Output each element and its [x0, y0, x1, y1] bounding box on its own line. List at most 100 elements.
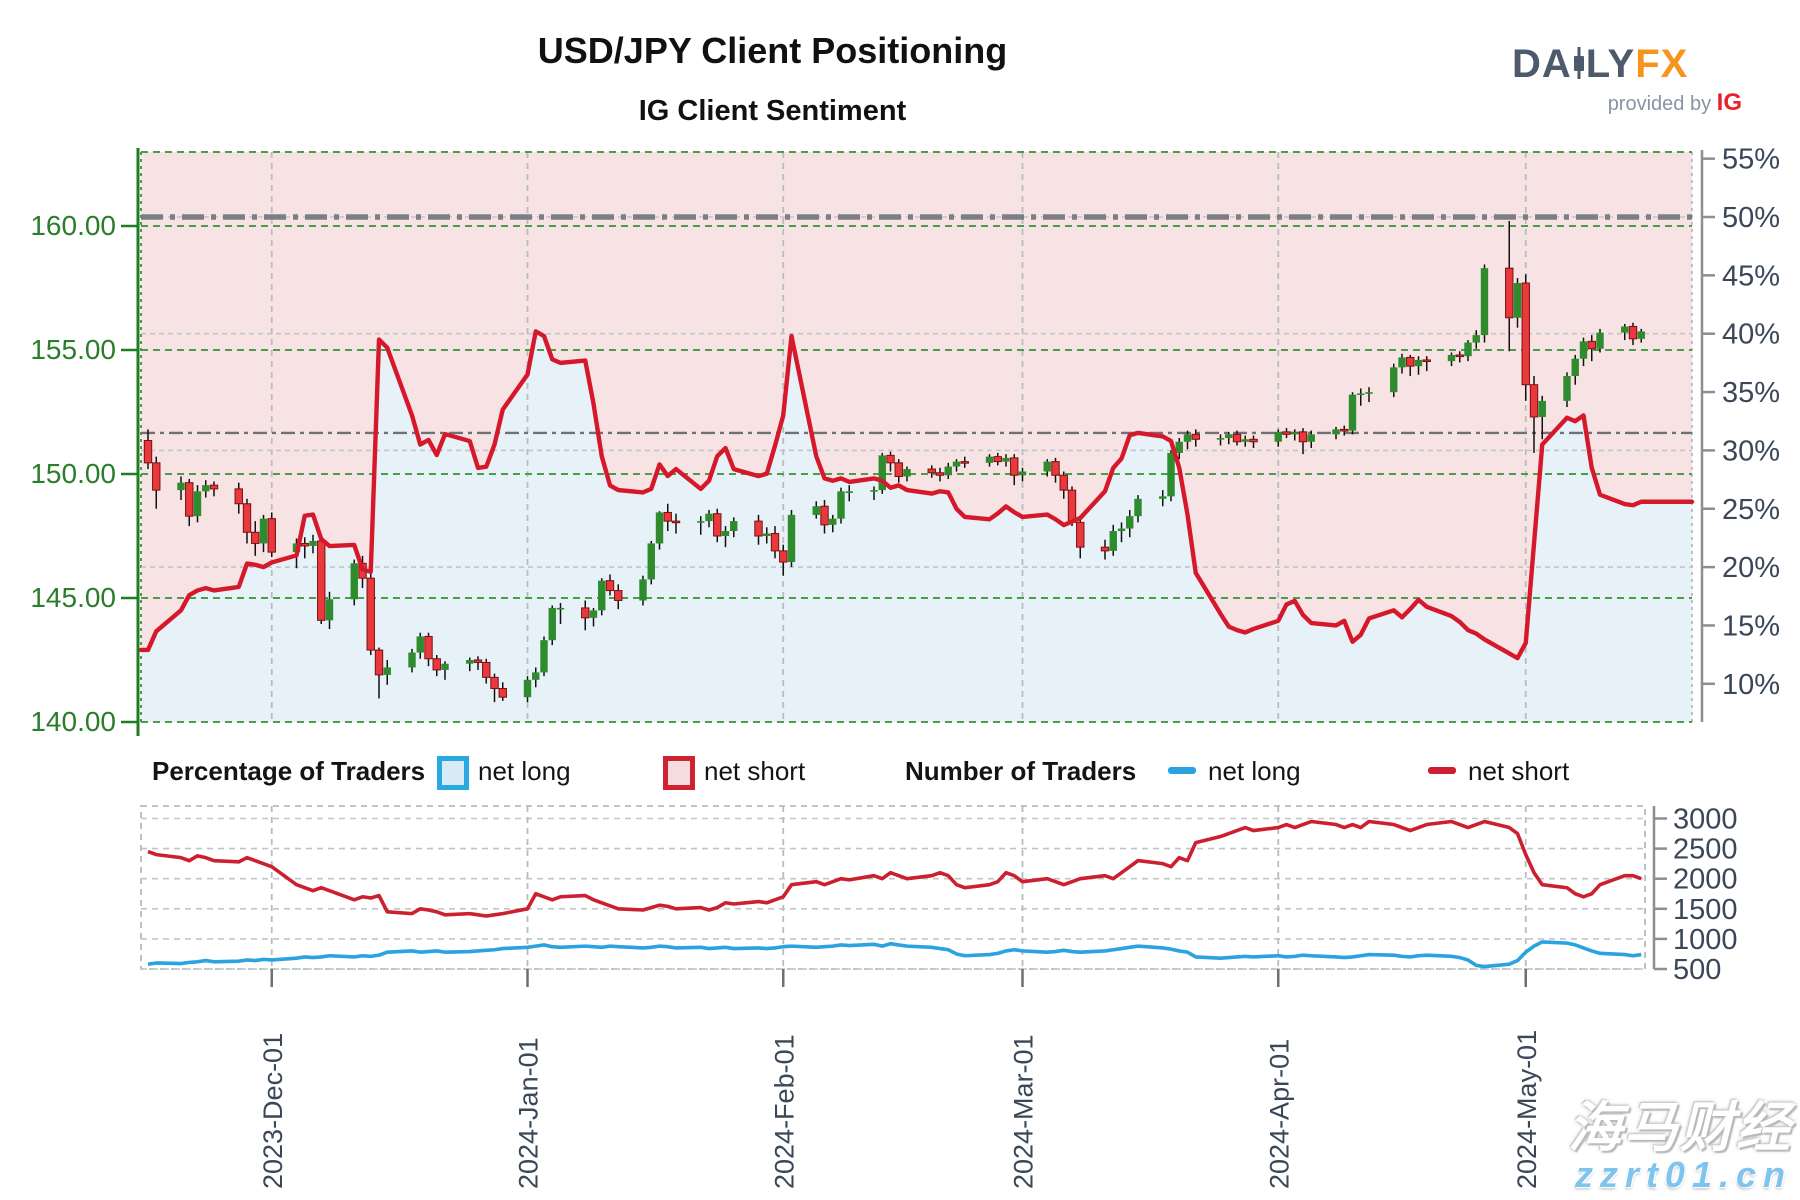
candle-up — [1596, 332, 1604, 349]
candle-up — [1390, 367, 1398, 393]
candle-up — [1117, 528, 1126, 532]
chart-title: IG Client Sentiment — [638, 95, 907, 127]
month-tick-label: 2023-Dec-01 — [258, 1033, 288, 1189]
candle-up — [1307, 434, 1315, 442]
candle-down — [242, 503, 252, 533]
pct-tick-label: 10% — [1722, 669, 1780, 701]
candle-down — [894, 462, 903, 477]
candle-up — [383, 667, 391, 675]
candle-up — [1291, 431, 1299, 435]
candle-up — [730, 521, 738, 532]
candle-up — [1134, 498, 1142, 517]
price-tick-label: 155.00 — [30, 334, 116, 365]
candle-up — [1159, 496, 1167, 499]
candle-up — [705, 513, 713, 522]
month-tick-label: 2024-Apr-01 — [1264, 1039, 1294, 1189]
candle-down — [1505, 267, 1514, 319]
candle-up — [655, 512, 664, 544]
candle-up — [408, 652, 416, 668]
candle-down — [1076, 521, 1085, 548]
candle-down — [498, 688, 507, 698]
count-tick-label: 3000 — [1673, 804, 1738, 836]
candle-up — [1126, 516, 1134, 529]
candle-up — [325, 599, 334, 621]
candle-up — [441, 663, 449, 670]
candle-up — [1480, 268, 1489, 336]
watermark: 海马财经 zzrt01.cn — [1568, 1099, 1792, 1194]
candle-down — [1232, 433, 1242, 443]
candle-down — [1051, 461, 1060, 476]
candle-up — [1332, 429, 1340, 435]
candle-down — [581, 607, 590, 619]
trader-count-chart: 2023-Dec-01 2024-Jan-01 2024-Feb-01 2024-Ma… — [140, 804, 1738, 1189]
candle-down — [1529, 384, 1539, 418]
candle-down — [152, 462, 161, 491]
candle-up — [837, 491, 845, 519]
candle-up — [1043, 461, 1051, 472]
legend-pct-title: Percentage of Traders — [152, 756, 426, 786]
pct-tick-label: 25% — [1722, 494, 1780, 526]
month-tick-label: 2024-Jan-01 — [514, 1037, 544, 1189]
candle-up — [647, 543, 655, 580]
candle-up — [721, 531, 730, 536]
pct-net-long-label: net long — [478, 756, 571, 786]
candle-up — [1447, 354, 1456, 362]
pct-net-short-swatch — [663, 756, 695, 794]
candle-down — [251, 531, 260, 544]
candle-up — [259, 518, 268, 544]
candle-down — [234, 488, 243, 505]
candle-up — [1571, 358, 1579, 377]
candle-up — [350, 563, 358, 600]
month-gridlines-lower: 2023-Dec-01 2024-Jan-01 2024-Feb-01 2024-Ma… — [258, 806, 1542, 1189]
candle-down — [605, 580, 615, 592]
num-net-short-swatch — [1428, 756, 1456, 787]
candle-down — [960, 461, 969, 464]
candle-down — [374, 649, 384, 676]
candle-down — [1191, 433, 1200, 440]
candle-down — [317, 540, 326, 621]
num-net-short-label: net short — [1468, 756, 1570, 786]
candle-up — [1538, 400, 1546, 417]
candle-up — [532, 672, 540, 680]
candle-down — [366, 577, 375, 651]
dailyfx-logo-text: DA LYFX — [1512, 42, 1689, 86]
pct-net-long-swatch — [437, 756, 469, 794]
candle-down — [143, 440, 153, 464]
candle-down — [1249, 438, 1258, 443]
candle-down — [424, 635, 433, 660]
candle-down — [713, 513, 722, 537]
candle-up — [903, 469, 911, 477]
candle-up — [812, 506, 820, 515]
candle-down — [1521, 282, 1530, 386]
pct-tick-label: 50% — [1722, 202, 1780, 234]
candle-up — [1216, 438, 1225, 440]
candle-down — [185, 482, 194, 517]
candle-up — [416, 636, 424, 653]
candle-down — [482, 661, 491, 678]
candle-up — [202, 485, 210, 492]
candle-down — [1298, 431, 1308, 443]
candle-up — [829, 518, 837, 525]
candle-up — [878, 455, 886, 491]
candle-down — [432, 658, 441, 671]
net-long-count-line — [147, 940, 1642, 969]
net-short-count-line — [147, 819, 1642, 918]
candle-up — [1109, 531, 1117, 551]
candle-up — [523, 679, 532, 698]
pct-tick-label: 30% — [1722, 435, 1780, 467]
candle-up — [1464, 342, 1472, 357]
price-tick-label: 140.00 — [30, 706, 116, 737]
pct-tick-label: 55% — [1722, 144, 1780, 176]
candle-up — [1637, 331, 1645, 339]
candle-up — [1414, 359, 1423, 367]
candle-down — [935, 472, 945, 476]
candle-up — [787, 514, 796, 563]
count-tick-label: 1500 — [1673, 894, 1738, 926]
provided-by: provided by IG — [1607, 89, 1742, 116]
dailyfx-logo: DA LYFX provided by IG — [1512, 42, 1742, 117]
candle-up — [1348, 394, 1357, 431]
legend-num-title: Number of Traders — [905, 756, 1137, 786]
candle-up — [1167, 452, 1175, 497]
